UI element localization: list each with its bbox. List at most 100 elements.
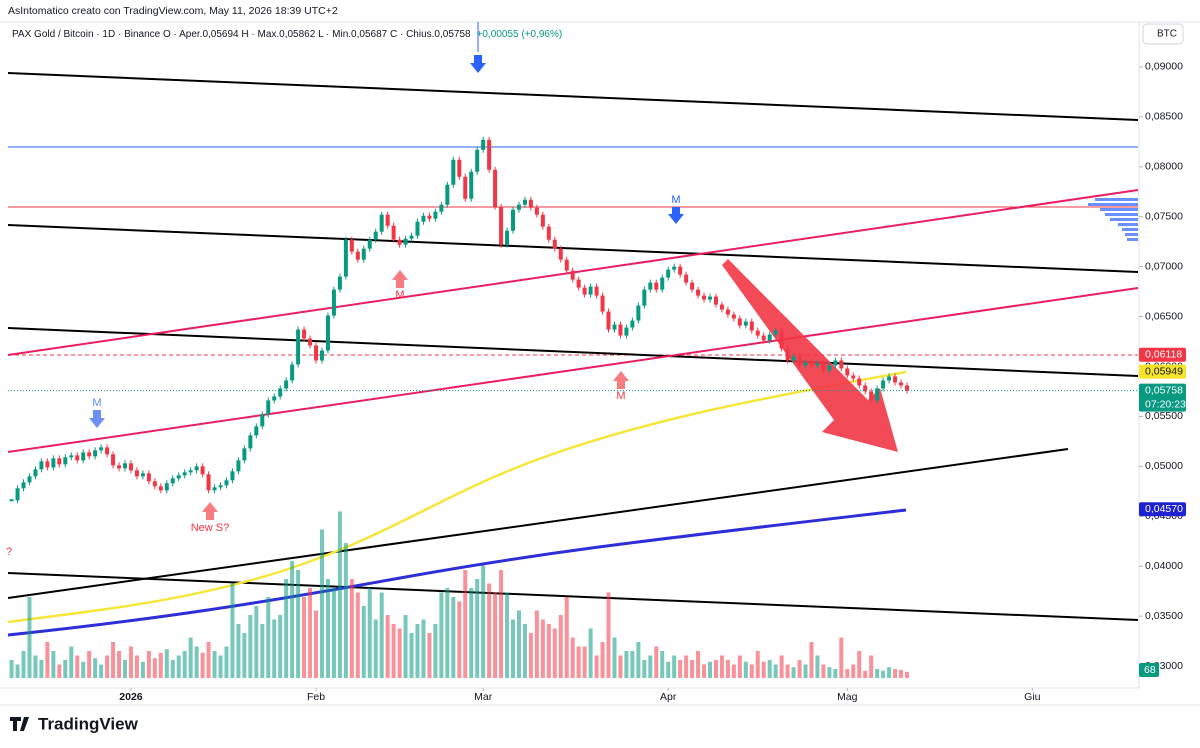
- candle: [666, 269, 671, 278]
- volume-bar: [511, 619, 516, 678]
- trend-line: [7, 327, 1139, 377]
- price-badge-label: 0,05758: [1145, 384, 1183, 396]
- candle: [499, 206, 504, 245]
- price-badge: [1139, 502, 1186, 517]
- annotation: New S?: [191, 522, 230, 534]
- candle: [134, 470, 139, 477]
- profile-bar: [1118, 223, 1138, 226]
- profile-bar: [1100, 208, 1138, 211]
- channel-line: [7, 287, 1139, 453]
- volume-bar: [546, 624, 551, 678]
- volume-bar: [284, 579, 289, 678]
- currency-button[interactable]: [1142, 23, 1184, 45]
- candle: [863, 385, 868, 392]
- candle: [576, 279, 581, 288]
- candle: [170, 478, 175, 484]
- y-tick-label: 0,05500: [1145, 410, 1183, 422]
- volume-bar: [403, 615, 408, 678]
- candle: [815, 363, 820, 366]
- candle: [457, 159, 462, 177]
- candle: [158, 486, 163, 491]
- volume-bar: [260, 624, 265, 678]
- legend-text: PAX Gold / Bitcoin · 1D · Binance O · Ap…: [12, 29, 471, 40]
- volume-bar: [451, 597, 456, 678]
- volume-bar: [797, 660, 802, 678]
- volume-bar: [582, 646, 587, 678]
- candle: [540, 214, 545, 227]
- volume-bar: [242, 633, 247, 678]
- volume-bar: [612, 637, 617, 678]
- candle: [839, 360, 844, 369]
- candle: [69, 455, 74, 458]
- arrow-down: [470, 55, 486, 73]
- candle: [600, 295, 605, 312]
- volume-bar: [51, 651, 56, 678]
- volume-bar: [839, 637, 844, 678]
- drawings: [7, 72, 1139, 637]
- candle: [355, 251, 360, 260]
- candle: [81, 452, 86, 461]
- volume-bar: [296, 570, 301, 678]
- volume-bar: [767, 660, 772, 678]
- candle: [558, 248, 563, 260]
- volume-bar: [212, 651, 217, 678]
- candle: [755, 330, 760, 336]
- candle: [290, 364, 295, 381]
- volume-bar: [863, 670, 868, 678]
- volume-bar: [570, 637, 575, 678]
- candle: [564, 259, 569, 271]
- y-tick-label: 0,04000: [1145, 560, 1183, 572]
- candle: [200, 466, 205, 475]
- volume-bar: [707, 661, 712, 678]
- volume-bar: [558, 615, 563, 678]
- volume-bar: [99, 664, 104, 678]
- candle: [409, 235, 414, 239]
- candle: [546, 226, 551, 240]
- candle: [552, 239, 557, 249]
- candle: [881, 380, 886, 389]
- volume-bar: [93, 658, 98, 678]
- candle: [522, 199, 527, 205]
- volume-bar: [152, 658, 157, 678]
- volume-bar: [421, 619, 426, 678]
- volume-bar: [457, 601, 462, 678]
- candle: [278, 388, 283, 397]
- volume-bar: [618, 655, 623, 678]
- volume-bar: [290, 561, 295, 678]
- volume-bar: [827, 667, 832, 678]
- volume-bar: [27, 597, 32, 678]
- price-badge: [1139, 347, 1186, 362]
- candle: [630, 320, 635, 328]
- volume-bar: [218, 655, 223, 678]
- volume-bar: [140, 661, 145, 678]
- candle: [254, 426, 259, 436]
- candle: [403, 238, 408, 245]
- volume-bar: [469, 588, 474, 678]
- logo-dot: [24, 717, 28, 721]
- candle: [433, 211, 438, 219]
- candle: [809, 362, 814, 366]
- candle: [260, 414, 265, 427]
- candle: [182, 472, 187, 476]
- annotation: M: [92, 397, 101, 409]
- y-tick-label: 0,05000: [1145, 460, 1183, 472]
- volume-bar: [39, 660, 44, 678]
- symbol-legend: PAX Gold / Bitcoin · 1D · Binance O · Ap…: [12, 29, 562, 40]
- trend-line: [7, 572, 1139, 621]
- logo-icon: [10, 717, 29, 731]
- volume-bar: [63, 660, 68, 678]
- price-badge-label: 0,04570: [1145, 503, 1183, 515]
- candle: [15, 488, 20, 501]
- candle: [696, 289, 701, 296]
- candle: [725, 309, 730, 315]
- candle: [421, 215, 426, 222]
- volume-bar: [887, 667, 892, 678]
- volume-bar: [206, 642, 211, 678]
- volume-bar: [881, 670, 886, 678]
- volume-bar: [725, 660, 730, 678]
- candle: [719, 304, 724, 310]
- brand: TradingView: [38, 714, 139, 733]
- volume-bar: [648, 655, 653, 678]
- volume-bar: [743, 661, 748, 678]
- volume-bar: [325, 579, 330, 678]
